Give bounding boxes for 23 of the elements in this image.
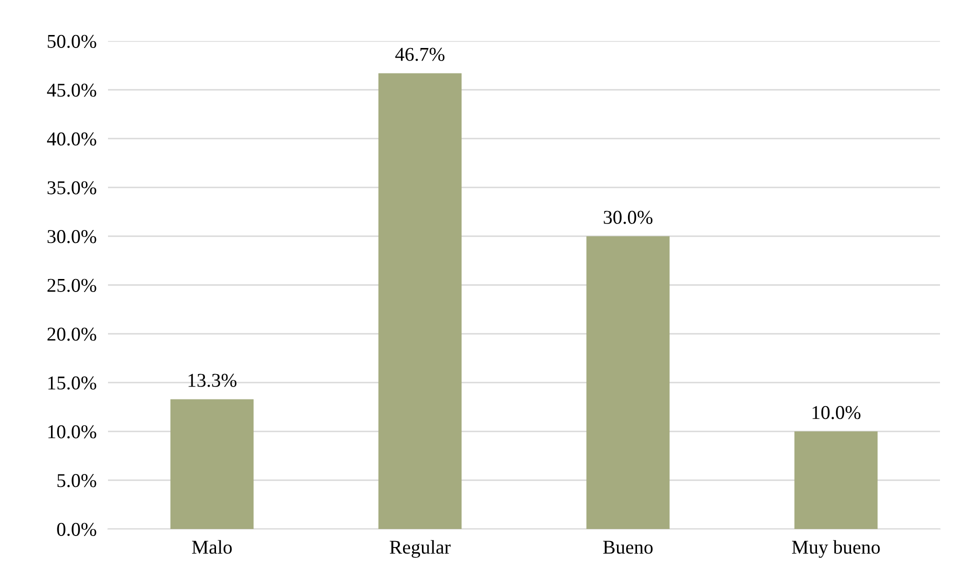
- y-tick-label: 45.0%: [47, 84, 96, 97]
- y-tick-label: 0.0%: [57, 522, 96, 536]
- y-tick-label: 15.0%: [48, 376, 96, 390]
- data-label: 46.7%: [395, 48, 444, 62]
- y-tick-label: 30.0%: [48, 230, 96, 244]
- y-tick-label: 10.0%: [48, 425, 96, 438]
- data-label: 13.3%: [188, 374, 236, 387]
- bar: [170, 399, 254, 529]
- y-tick-label: 20.0%: [48, 328, 96, 341]
- bar: [794, 431, 878, 529]
- x-tick-label: Muy bueno: [792, 540, 880, 558]
- y-tick-label: 5.0%: [58, 474, 96, 488]
- bar: [586, 236, 670, 529]
- bar: [378, 73, 462, 529]
- y-tick-label: 40.0%: [47, 132, 96, 146]
- y-tick-label: 25.0%: [48, 278, 96, 292]
- x-tick-label: Regular: [390, 540, 451, 558]
- y-tick-label: 50.0%: [48, 34, 96, 48]
- data-label: 30.0%: [604, 210, 652, 224]
- x-tick-label: Malo: [192, 540, 232, 554]
- data-label: 10.0%: [812, 406, 860, 420]
- y-tick-label: 35.0%: [48, 181, 96, 194]
- x-tick-label: Bueno: [603, 540, 653, 554]
